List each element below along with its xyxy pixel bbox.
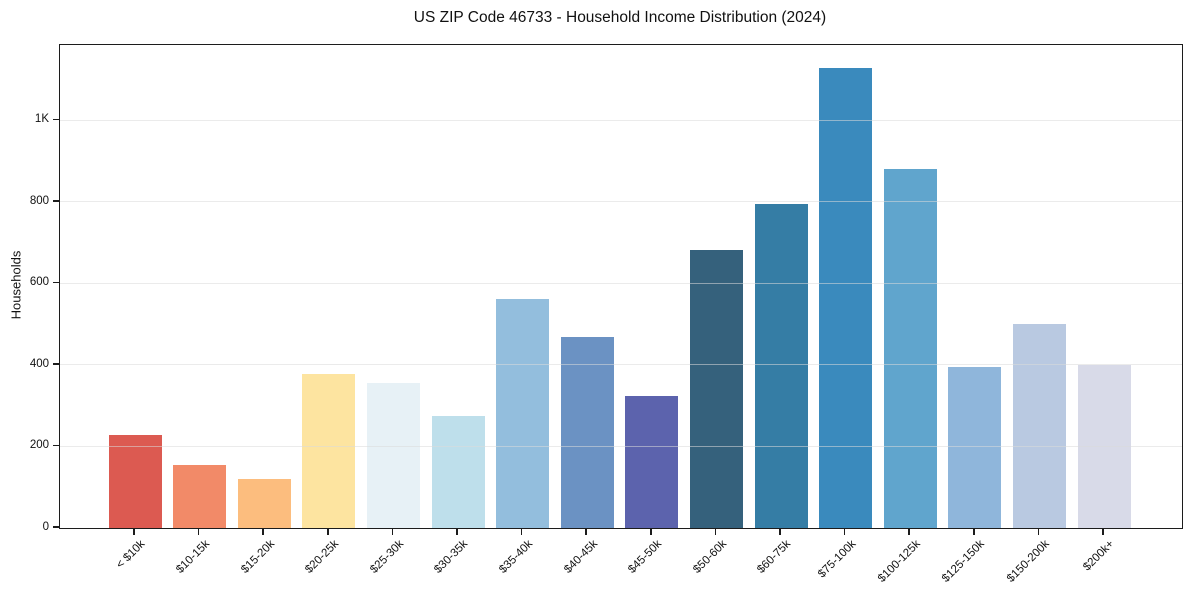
y-tick-label: 800	[29, 194, 49, 207]
y-tick-mark	[53, 444, 59, 447]
y-tick-label: 1K	[34, 113, 49, 126]
x-tick-mark	[714, 528, 717, 535]
bar	[496, 298, 550, 528]
plot-area	[59, 44, 1183, 529]
bar	[302, 373, 356, 528]
x-tick-mark	[908, 528, 910, 535]
x-tick-label: $10-15k	[174, 538, 213, 576]
y-tick-mark	[53, 281, 59, 284]
bar	[754, 203, 808, 528]
x-tick-mark	[1037, 528, 1040, 535]
bar	[948, 367, 1002, 528]
x-tick-label: $30-35k	[432, 538, 471, 576]
x-tick-mark	[327, 528, 329, 535]
bar	[237, 479, 291, 528]
bar	[689, 250, 743, 528]
x-tick-label: $20-25k	[303, 538, 342, 576]
gridline	[60, 364, 1182, 366]
x-tick-label: $40-45k	[561, 538, 600, 576]
chart-title: US ZIP Code 46733 - Household Income Dis…	[413, 9, 827, 26]
x-tick-mark	[262, 528, 264, 535]
bar	[108, 435, 162, 528]
y-tick-label: 200	[29, 439, 49, 452]
x-tick-mark	[585, 528, 587, 535]
x-tick-label: $25-30k	[368, 538, 406, 576]
x-tick-label: $150-200k	[1004, 538, 1052, 585]
bar	[1012, 324, 1066, 528]
x-tick-label: $50-60k	[691, 538, 729, 576]
x-tick-mark	[520, 528, 523, 535]
y-tick-mark	[53, 118, 59, 121]
x-tick-label: $75-100k	[815, 538, 859, 581]
y-tick-label: 400	[29, 357, 49, 370]
bar	[173, 464, 227, 528]
bar	[625, 395, 679, 528]
gridline	[60, 445, 1182, 447]
gridline	[60, 282, 1182, 284]
x-tick-mark	[779, 528, 781, 535]
x-tick-label: $200k+	[1081, 538, 1117, 574]
x-tick-mark	[456, 528, 458, 535]
bar	[560, 337, 614, 528]
x-tick-mark	[650, 528, 652, 535]
bar	[819, 68, 873, 528]
bar	[431, 415, 485, 528]
y-tick-mark	[53, 526, 59, 528]
bar	[366, 383, 420, 528]
x-tick-label: $35-40k	[497, 538, 536, 576]
x-tick-label: $45-50k	[626, 538, 665, 576]
x-tick-mark	[391, 528, 394, 535]
x-tick-mark	[133, 528, 135, 535]
x-tick-mark	[1102, 528, 1104, 535]
x-tick-mark	[973, 528, 975, 535]
y-tick-label: 0	[42, 521, 49, 533]
gridline	[60, 119, 1182, 121]
x-tick-mark	[197, 528, 200, 535]
y-tick-mark	[53, 363, 59, 365]
x-tick-label: $125-150k	[940, 538, 988, 585]
x-tick-label: $100-125k	[875, 538, 923, 585]
y-tick-mark	[53, 200, 59, 202]
y-tick-label: 600	[29, 276, 49, 289]
x-tick-label: $60-75k	[755, 538, 794, 576]
x-tick-mark	[843, 528, 846, 535]
gridline	[60, 201, 1182, 203]
x-tick-label: < $10k	[114, 538, 148, 572]
bar	[883, 168, 937, 528]
x-tick-label: $15-20k	[238, 538, 277, 576]
